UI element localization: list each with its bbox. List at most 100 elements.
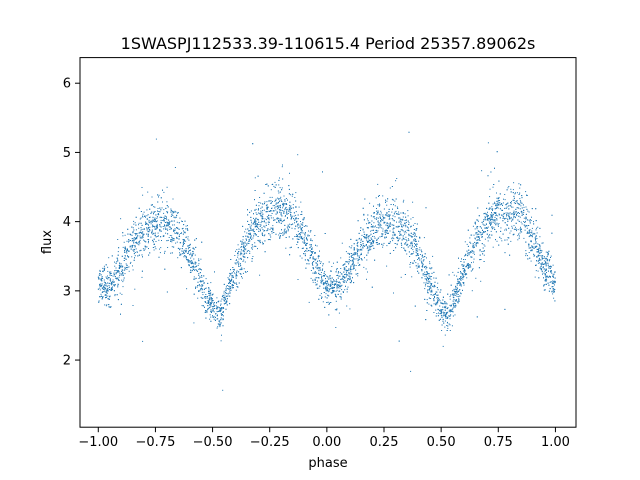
scatter-point: [251, 223, 253, 225]
scatter-point: [122, 274, 124, 276]
scatter-point: [107, 266, 109, 268]
scatter-point: [321, 297, 322, 299]
scatter-point: [516, 192, 518, 194]
scatter-point: [428, 303, 430, 305]
scatter-point: [315, 258, 317, 260]
scatter-point: [152, 233, 154, 235]
scatter-point: [282, 205, 284, 207]
scatter-point: [338, 275, 340, 277]
scatter-point: [176, 232, 178, 234]
scatter-point: [459, 278, 461, 280]
scatter-point: [199, 290, 201, 292]
scatter-point: [213, 318, 215, 320]
scatter-point: [286, 214, 288, 215]
scatter-point: [323, 275, 325, 277]
scatter-point: [120, 218, 122, 220]
scatter-point: [360, 242, 362, 243]
scatter-point: [250, 210, 252, 212]
scatter-point: [280, 220, 282, 222]
scatter-point: [132, 244, 134, 246]
scatter-point: [278, 205, 280, 207]
scatter-point: [177, 247, 179, 249]
scatter-point: [354, 253, 356, 255]
scatter-point: [472, 244, 474, 246]
scatter-point: [285, 212, 287, 214]
scatter-point: [445, 312, 447, 314]
scatter-point: [457, 300, 459, 302]
scatter-point: [454, 306, 456, 308]
scatter-point: [404, 243, 405, 245]
scatter-point: [259, 226, 261, 227]
scatter-point: [105, 291, 107, 293]
scatter-point: [492, 215, 494, 217]
scatter-point: [534, 247, 536, 248]
scatter-point: [243, 242, 245, 244]
scatter-point: [377, 183, 379, 185]
scatter-point: [453, 305, 455, 307]
scatter-point: [149, 226, 151, 228]
scatter-point: [297, 247, 299, 249]
scatter-point: [204, 296, 206, 297]
scatter-point: [482, 247, 484, 249]
scatter-point: [316, 245, 318, 247]
scatter-point: [135, 248, 137, 250]
scatter-point: [152, 239, 154, 241]
scatter-point: [541, 242, 543, 244]
scatter-point: [368, 236, 370, 238]
scatter-point: [539, 255, 541, 257]
scatter-point: [158, 239, 160, 241]
scatter-point: [329, 275, 330, 277]
scatter-point: [504, 308, 506, 310]
scatter-point: [182, 250, 184, 252]
scatter-point: [192, 251, 194, 253]
scatter-point: [270, 217, 272, 219]
scatter-point: [543, 260, 545, 262]
scatter-point: [531, 232, 533, 234]
scatter-point: [135, 229, 137, 231]
scatter-point: [214, 308, 216, 309]
scatter-point: [423, 237, 425, 239]
scatter-point: [457, 278, 459, 280]
scatter-point: [394, 200, 396, 202]
scatter-point: [340, 286, 342, 287]
scatter-point: [410, 226, 412, 228]
scatter-point: [503, 216, 505, 218]
scatter-point: [462, 289, 463, 291]
scatter-point: [163, 191, 165, 193]
scatter-point: [487, 218, 489, 219]
scatter-point: [223, 299, 225, 301]
scatter-point: [536, 227, 537, 229]
scatter-point: [520, 184, 522, 186]
scatter-point: [202, 294, 204, 296]
scatter-point: [331, 277, 333, 279]
scatter-point: [206, 302, 208, 304]
scatter-point: [363, 214, 365, 216]
scatter-point: [270, 236, 272, 238]
scatter-point: [498, 200, 500, 202]
scatter-point: [117, 260, 119, 262]
scatter-point: [407, 210, 409, 212]
scatter-point: [97, 276, 99, 278]
scatter-point: [133, 259, 135, 261]
scatter-point: [360, 248, 362, 250]
scatter-point: [554, 271, 556, 273]
scatter-point: [360, 246, 362, 248]
scatter-point: [351, 264, 353, 266]
scatter-point: [513, 225, 515, 227]
scatter-point: [300, 232, 302, 234]
scatter-point: [166, 186, 168, 188]
scatter-point: [396, 221, 397, 223]
scatter-point: [488, 208, 490, 210]
scatter-point: [258, 240, 260, 242]
scatter-point: [426, 275, 428, 277]
scatter-point: [343, 281, 345, 283]
scatter-point: [226, 300, 228, 302]
scatter-point: [142, 213, 144, 215]
scatter-point: [314, 271, 316, 273]
scatter-point: [446, 312, 448, 314]
scatter-point: [301, 230, 303, 231]
scatter-point: [202, 284, 204, 286]
scatter-point: [429, 263, 431, 265]
scatter-point: [223, 308, 225, 309]
scatter-point: [224, 296, 226, 298]
